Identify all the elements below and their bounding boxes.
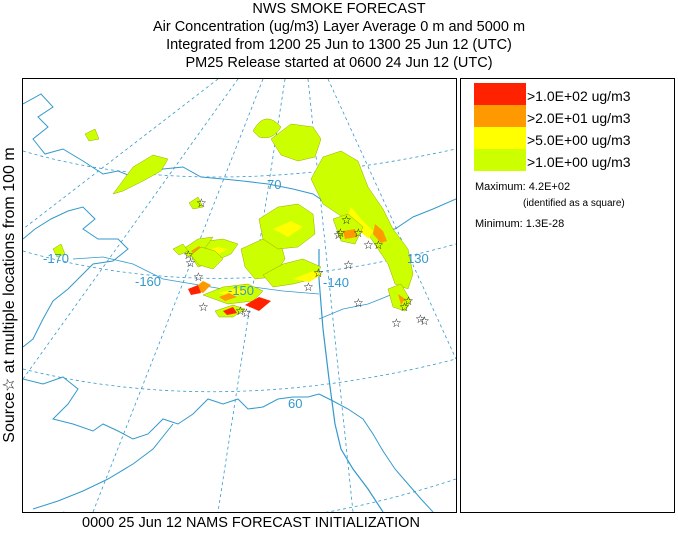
legend-swatch-yellow xyxy=(474,127,526,149)
source-star-icon: ☆ xyxy=(335,226,346,240)
subtitle-release: PM25 Release started at 0600 24 Jun 12 (… xyxy=(185,55,493,71)
lon-label: 130 xyxy=(407,251,429,266)
legend-swatch-orange xyxy=(474,105,526,127)
lon-label: -150 xyxy=(228,283,254,298)
legend-swatch-green xyxy=(474,149,526,171)
source-star-icon: ☆ xyxy=(353,226,364,240)
coast-peninsula xyxy=(32,423,174,510)
legend-label: >1.0E+02 ug/m3 xyxy=(527,88,631,104)
latitude-lines xyxy=(23,148,456,512)
legend-maximum-note: (identified as a square) xyxy=(523,198,625,209)
lat-60-line xyxy=(63,478,456,512)
border-line xyxy=(318,249,384,512)
source-star-icon: ☆ xyxy=(341,213,352,227)
legend-maximum: Maximum: 4.2E+02 xyxy=(475,181,571,193)
footer-initialization: 0000 25 Jun 12 NAMS FORECAST INITIALIZAT… xyxy=(82,515,420,531)
source-star-icon: ☆ xyxy=(185,256,196,270)
source-star-icon: ☆ xyxy=(196,196,207,210)
lon-label: -160 xyxy=(135,274,161,289)
lat-label: 70 xyxy=(267,177,281,192)
lon-180-line xyxy=(23,79,219,230)
map-panel: ☆ ☆ ☆ ☆ ☆ ☆ ☆ ☆ ☆ ☆ ☆ ☆ ☆ ☆ ☆ ☆ ☆ ☆ ☆ ☆ … xyxy=(22,78,457,513)
source-star-icon: ☆ xyxy=(415,312,426,326)
source-star-icon: ☆ xyxy=(391,316,402,330)
coast-north xyxy=(23,93,456,230)
source-star-icon: ☆ xyxy=(363,238,374,252)
source-star-icon: ☆ xyxy=(373,238,384,252)
legend-label: >5.0E+00 ug/m3 xyxy=(527,132,631,148)
lat-65-line xyxy=(23,358,456,393)
source-star-icon: ☆ xyxy=(353,296,364,310)
source-star-icon: ☆ xyxy=(419,314,430,328)
source-star-icon: ☆ xyxy=(333,228,344,242)
yukon-river xyxy=(72,256,320,295)
coast-west xyxy=(23,206,129,348)
source-star-icon: ☆ xyxy=(303,280,314,294)
legend-panel: >1.0E+02 ug/m3 >2.0E+01 ug/m3 >5.0E+00 u… xyxy=(460,78,675,513)
lon-label: -170 xyxy=(43,251,69,266)
side-label-source: Source☆ at multiple locations from 100 m xyxy=(1,147,18,443)
lon-150-line xyxy=(217,79,286,512)
lon-label: -140 xyxy=(323,275,349,290)
coast-south xyxy=(23,376,320,440)
source-markers: ☆ ☆ ☆ ☆ ☆ ☆ ☆ ☆ ☆ ☆ ☆ ☆ ☆ ☆ ☆ ☆ ☆ ☆ ☆ ☆ … xyxy=(183,196,430,330)
legend-label: >2.0E+01 ug/m3 xyxy=(527,110,631,126)
coast-southeast xyxy=(318,393,434,512)
subtitle-concentration: Air Concentration (ug/m3) Layer Average … xyxy=(152,19,526,35)
lat-label: 60 xyxy=(288,396,302,411)
source-star-icon: ☆ xyxy=(241,306,252,320)
source-star-icon: ☆ xyxy=(343,258,354,272)
source-star-icon: ☆ xyxy=(403,294,414,308)
river-east xyxy=(318,293,394,320)
smoke-map: ☆ ☆ ☆ ☆ ☆ ☆ ☆ ☆ ☆ ☆ ☆ ☆ ☆ ☆ ☆ ☆ ☆ ☆ ☆ ☆ … xyxy=(23,79,456,512)
lat-75-line xyxy=(23,148,456,178)
source-star-icon: ☆ xyxy=(399,300,410,314)
legend-minimum: Minimum: 1.3E-28 xyxy=(475,218,565,230)
source-star-icon: ☆ xyxy=(235,304,246,318)
source-star-icon: ☆ xyxy=(193,270,204,284)
lon-170-line xyxy=(23,79,239,380)
source-star-icon: ☆ xyxy=(183,248,194,262)
title: NWS SMOKE FORECAST xyxy=(252,1,426,17)
source-star-icon: ☆ xyxy=(198,300,209,314)
smoke-plumes xyxy=(52,118,414,318)
source-star-icon: ☆ xyxy=(313,266,324,280)
legend-label: >1.0E+00 ug/m3 xyxy=(527,154,631,170)
subtitle-integration: Integrated from 1200 25 Jun to 1300 25 J… xyxy=(166,37,512,53)
legend-swatch-red xyxy=(474,83,526,105)
